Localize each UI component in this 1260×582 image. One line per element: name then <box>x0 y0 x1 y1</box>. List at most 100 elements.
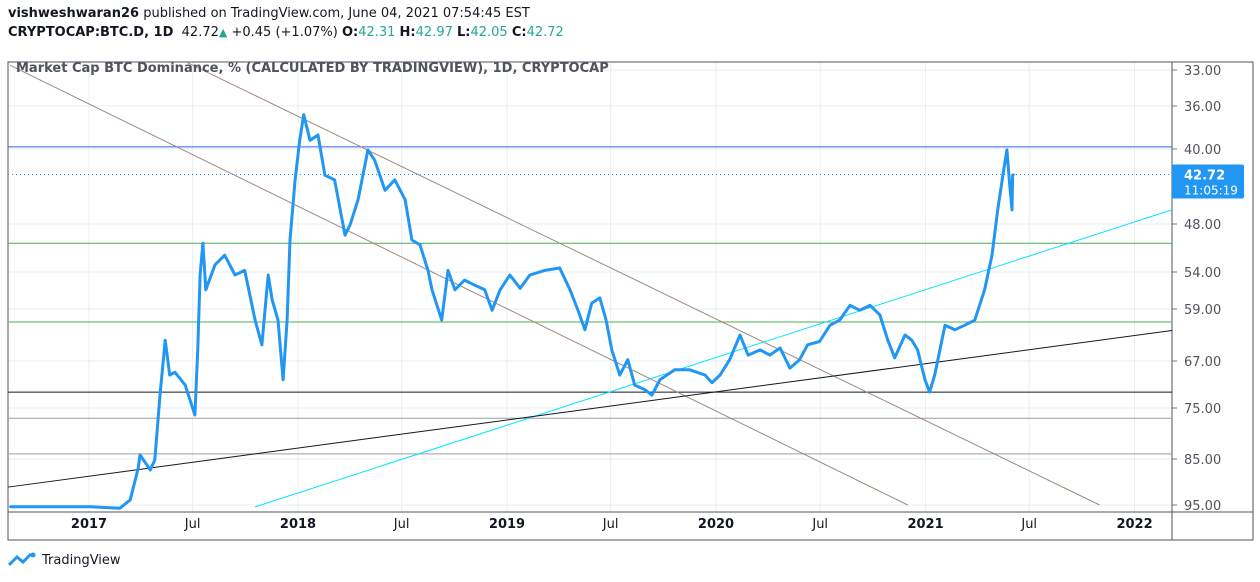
low-value: 42.05 <box>470 25 508 40</box>
trendline-cyan[interactable] <box>254 185 1250 508</box>
data-point <box>990 254 993 257</box>
data-point <box>89 505 92 508</box>
data-point <box>893 356 896 359</box>
data-point <box>910 339 913 342</box>
data-point <box>164 339 167 342</box>
chart-frame <box>7 61 1254 541</box>
data-point <box>605 319 608 322</box>
tradingview-logo-icon <box>8 552 36 567</box>
data-point <box>288 239 291 241</box>
price-tag <box>1172 164 1244 199</box>
data-point <box>963 324 966 327</box>
y-tick-label: 48.00 <box>1184 218 1221 233</box>
trendline-black[interactable] <box>8 320 1249 488</box>
data-point <box>298 139 301 142</box>
data-point <box>260 343 263 346</box>
data-point <box>309 139 312 142</box>
data-point <box>447 269 450 272</box>
data-point <box>953 328 956 331</box>
data-point <box>996 208 999 211</box>
data-point <box>508 273 511 276</box>
data-point <box>499 288 502 291</box>
data-point <box>234 273 237 276</box>
data-point <box>719 374 722 377</box>
data-point <box>528 273 531 276</box>
x-tick-label: Jul <box>602 517 619 532</box>
data-point <box>886 339 889 342</box>
data-point <box>688 368 691 371</box>
data-point <box>453 288 456 291</box>
x-tick-label: 2022 <box>1116 517 1152 532</box>
data-point <box>1012 173 1015 176</box>
data-point <box>643 388 646 391</box>
y-tick-label: 85.00 <box>1184 453 1221 468</box>
data-point <box>577 309 580 312</box>
data-point <box>704 374 707 377</box>
y-tick-label: 40.00 <box>1184 143 1221 158</box>
data-point <box>788 367 791 370</box>
y-tick-label: 33.00 <box>1184 64 1221 79</box>
logo-text: TradingView <box>42 552 121 568</box>
data-point <box>838 319 841 322</box>
data-point <box>806 343 809 346</box>
y-tick-label: 95.00 <box>1184 499 1221 514</box>
data-point <box>473 284 476 287</box>
author[interactable]: vishweshwaran26 <box>8 6 140 21</box>
data-point <box>137 467 140 470</box>
data-point <box>193 414 196 417</box>
data-point <box>463 279 466 282</box>
data-point <box>1008 183 1011 186</box>
data-point <box>184 384 187 387</box>
data-point <box>153 458 156 461</box>
data-point <box>118 507 121 510</box>
high-label: H: <box>399 25 416 40</box>
tradingview-logo[interactable]: TradingView <box>8 552 121 568</box>
trendline-brown[interactable] <box>184 62 1100 506</box>
open-label: O: <box>341 25 359 40</box>
data-point <box>903 334 906 336</box>
data-point <box>568 288 571 291</box>
data-point <box>384 189 387 192</box>
data-point <box>658 378 661 381</box>
price-tag-countdown: 11:05:19 <box>1184 184 1238 198</box>
data-point <box>779 347 782 349</box>
x-tick-label: 2017 <box>71 517 107 532</box>
data-point <box>650 394 653 397</box>
data-point <box>343 234 346 237</box>
data-point <box>618 374 621 377</box>
x-tick-label: 2021 <box>907 517 943 532</box>
data-point <box>173 371 176 374</box>
data-point <box>924 378 926 381</box>
data-point <box>878 313 881 316</box>
data-point <box>138 453 141 456</box>
data-point <box>543 269 546 272</box>
data-point <box>418 243 421 246</box>
change: +0.45 (+1.07%) <box>231 25 338 40</box>
symbol-legend: CRYPTOCAP:BTC.D, 1D 42.72▲ +0.45 (+1.07%… <box>8 25 564 40</box>
data-point <box>333 178 336 181</box>
data-point <box>243 269 246 272</box>
data-point <box>294 178 297 181</box>
data-point <box>848 304 851 307</box>
data-point <box>366 148 369 151</box>
plot-area <box>8 62 1250 510</box>
x-tick-label: 2020 <box>698 517 734 532</box>
data-point <box>323 174 326 177</box>
data-point <box>933 374 936 377</box>
data-point <box>373 159 376 162</box>
close-label: C: <box>511 25 527 40</box>
close-value: 42.72 <box>526 25 564 40</box>
triangle-up-icon: ▲ <box>218 26 228 39</box>
low-label: L: <box>457 25 471 40</box>
data-point <box>739 334 742 336</box>
y-tick-label: 59.00 <box>1184 303 1221 318</box>
chart-title: Market Cap BTC Dominance, % (CALCULATED … <box>16 61 609 76</box>
x-tick-label: Jul <box>184 517 201 532</box>
data-point <box>626 358 629 361</box>
data-point <box>426 269 429 272</box>
data-point <box>983 288 986 291</box>
data-point <box>271 299 274 302</box>
data-point <box>357 198 360 201</box>
published-text: published on TradingView.com, June 04, 2… <box>143 6 530 21</box>
